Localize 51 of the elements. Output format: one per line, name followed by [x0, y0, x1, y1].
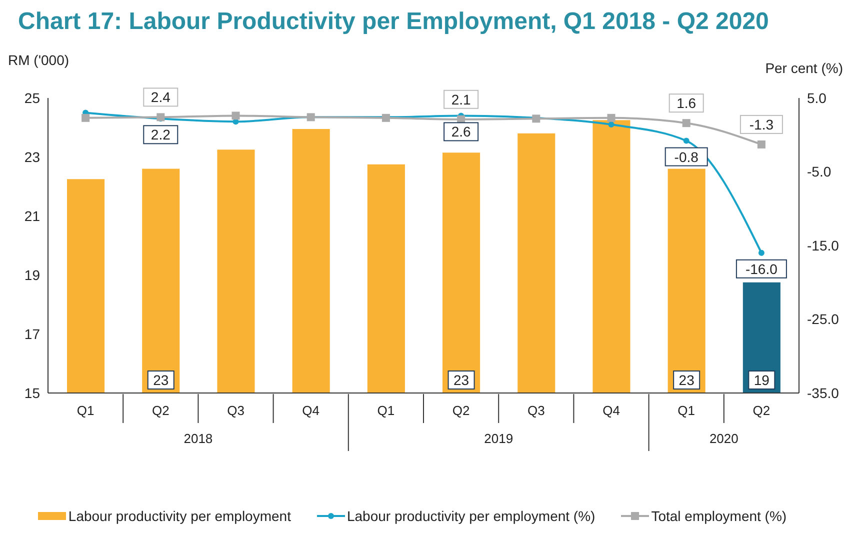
y-axis-title: RM ('000) [8, 52, 70, 68]
data-label: 2.1 [451, 91, 471, 108]
point [232, 112, 240, 120]
y2-tick-label: -35.0 [807, 384, 840, 401]
x-tick-label: Q2 [152, 403, 170, 418]
data-label: 2.4 [150, 89, 171, 106]
point [682, 119, 690, 128]
point [607, 114, 616, 122]
data-label: 2.2 [150, 126, 171, 143]
legend-label: Labour productivity per employment (%) [346, 508, 596, 524]
point [758, 250, 764, 256]
y-tick-label: 15 [24, 384, 40, 401]
x-tick-label: Q3 [227, 403, 244, 418]
data-label: -1.3 [749, 116, 774, 132]
x-tick-label: Q4 [602, 403, 620, 418]
data-label: -0.8 [674, 148, 699, 165]
y2-tick-label: -25.0 [807, 311, 840, 328]
point [156, 113, 165, 122]
y-tick-label: 21 [24, 208, 40, 224]
legend-label: Total employment (%) [651, 508, 787, 524]
point [757, 140, 766, 148]
y-tick-label: 17 [24, 326, 40, 342]
data-label: -16.0 [745, 260, 778, 277]
data-label: 23 [678, 372, 695, 388]
text: 2018 [184, 431, 213, 446]
data-label: 23 [153, 372, 169, 388]
x-tick-label: Q1 [678, 403, 696, 418]
y2-tick-label: 5.0 [807, 90, 827, 106]
text: 2019 [484, 431, 514, 446]
y-tick-label: 23 [24, 148, 40, 165]
x-tick-label: Q2 [452, 403, 470, 418]
x-tick-label: Q3 [527, 403, 545, 418]
point [683, 138, 690, 144]
point [608, 122, 614, 128]
chart-title: Chart 17: Labour Productivity per Employment, Q1 2018 - Q2 2020 [18, 8, 769, 36]
y2-tick-label: -15.0 [807, 237, 840, 254]
x-tick-label: Q1 [377, 403, 395, 418]
x-tick-label: Q1 [76, 403, 94, 418]
data-label: 1.6 [676, 95, 696, 112]
point [82, 114, 90, 122]
text: 2020 [709, 431, 738, 446]
y2-tick-label: -5.0 [807, 164, 832, 180]
y-tick-label: 25 [24, 90, 40, 106]
y2-axis-title: Per cent (%) [765, 60, 843, 76]
data-label: 19 [754, 372, 770, 388]
data-label: 23 [453, 372, 470, 388]
x-tick-label: Q4 [302, 403, 320, 418]
data-label: 2.6 [451, 124, 471, 140]
x-tick-label: Q2 [752, 403, 770, 418]
legend-label: Labour productivity per employment [68, 508, 291, 524]
y-tick-label: 19 [24, 266, 40, 283]
